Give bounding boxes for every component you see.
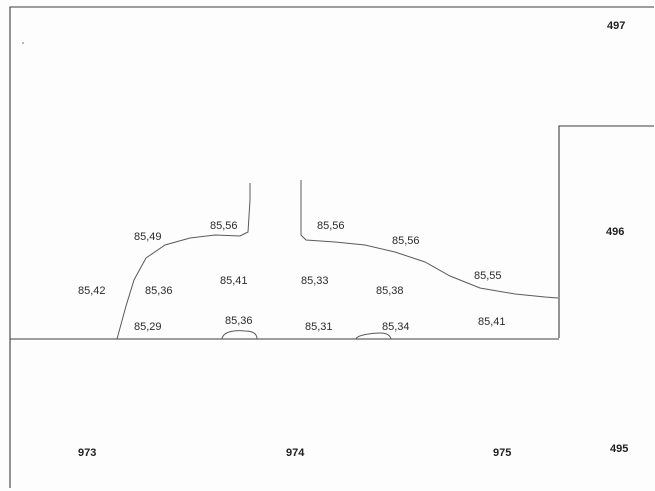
elevation-label: 85,36 (145, 285, 173, 297)
elevation-label: 85,38 (376, 285, 404, 297)
right-path-edge (300, 180, 559, 299)
outer-boundary (9, 6, 654, 488)
elevation-label: 85,41 (478, 316, 506, 328)
parcel-496-boundary (558, 125, 654, 338)
parcel-number-974: 974 (286, 447, 305, 459)
elevation-label: 85,34 (382, 321, 410, 333)
left-path-edge (116, 183, 251, 340)
parcel-number-497: 497 (607, 20, 625, 32)
elevation-label: 85,41 (220, 275, 248, 287)
scan-dot (22, 42, 24, 44)
drain-feature-right (355, 332, 392, 340)
parcel-number-973: 973 (78, 447, 96, 459)
parcel-number-496: 496 (606, 226, 624, 238)
elevation-label: 85,56 (317, 220, 345, 232)
elevation-label: 85,49 (134, 231, 162, 243)
elevation-label: 85,56 (210, 220, 238, 232)
elevation-label: 85,55 (474, 270, 502, 282)
elevation-label: 85,29 (134, 321, 162, 333)
elevation-label: 85,42 (78, 285, 106, 297)
parcel-number-495: 495 (610, 443, 628, 455)
parcel-number-975: 975 (493, 447, 511, 459)
drain-feature-left (221, 330, 258, 340)
elevation-label: 85,56 (392, 235, 420, 247)
elevation-label: 85,33 (301, 275, 329, 287)
elevation-label: 85,31 (305, 321, 333, 333)
elevation-label: 85,36 (225, 315, 253, 327)
